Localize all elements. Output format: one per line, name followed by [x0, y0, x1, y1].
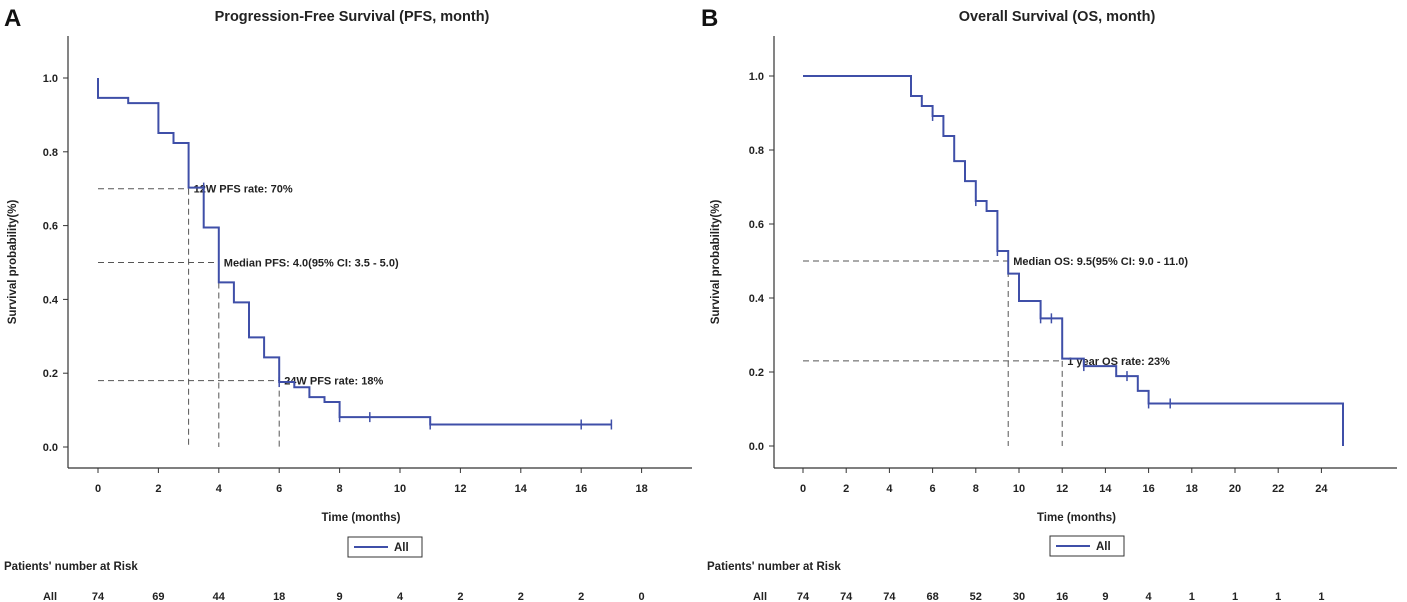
risk-value: 74 [797, 591, 810, 602]
risk-value: 2 [518, 591, 524, 602]
y-tick-label: 0.6 [43, 221, 58, 233]
reference-annotation: 1 year OS rate: 23% [1067, 356, 1170, 368]
x-tick-label: 20 [1229, 483, 1241, 495]
risk-value: 9 [1102, 591, 1108, 602]
reference-annotation: 24W PFS rate: 18% [284, 376, 383, 388]
legend-label: All [394, 542, 409, 554]
chart-title: Progression-Free Survival (PFS, month) [215, 9, 490, 25]
y-tick-label: 1.0 [749, 71, 764, 83]
x-tick-label: 0 [95, 483, 101, 495]
x-tick-label: 6 [930, 483, 936, 495]
risk-value: 1 [1318, 591, 1324, 602]
legend: All [347, 536, 423, 558]
risk-value: 69 [152, 591, 164, 602]
chart-panel-b: B Overall Survival (OS, month) 0.0 0.2 0.4 0.… [701, 5, 1397, 602]
risk-table-title: Patients' number at Risk [707, 561, 841, 573]
risk-value: 52 [970, 591, 982, 602]
risk-value: 18 [273, 591, 285, 602]
y-tick-label: 0.0 [749, 441, 764, 453]
chart-title: Overall Survival (OS, month) [959, 9, 1156, 25]
y-tick-label: 0.6 [749, 219, 764, 231]
risk-value: 1 [1232, 591, 1238, 602]
y-axis-label: Survival probability(%) [7, 200, 19, 325]
reference-annotation: Median OS: 9.5(95% CI: 9.0 - 11.0) [1013, 256, 1188, 268]
x-tick-label: 24 [1315, 483, 1328, 495]
x-tick-label: 6 [276, 483, 282, 495]
y-tick-label: 0.4 [43, 294, 59, 306]
risk-value: 4 [1146, 591, 1153, 602]
y-tick-label: 0.2 [749, 367, 764, 379]
reference-annotation: 12W PFS rate: 70% [194, 184, 293, 196]
y-tick-label: 0.2 [43, 368, 58, 380]
x-tick-label: 16 [1142, 483, 1154, 495]
chart-panel-a: A Progression-Free Survival (PFS, month) 0… [4, 5, 692, 602]
risk-value: 2 [578, 591, 584, 602]
x-tick-label: 2 [843, 483, 849, 495]
y-axis-label: Survival probability(%) [710, 200, 722, 325]
x-tick-label: 18 [1186, 483, 1198, 495]
x-axis-label: Time (months) [1037, 512, 1116, 524]
risk-value: 74 [883, 591, 896, 602]
risk-value: 16 [1056, 591, 1068, 602]
risk-value: 1 [1275, 591, 1281, 602]
risk-value: 2 [457, 591, 463, 602]
y-tick-label: 0.0 [43, 442, 58, 454]
x-tick-label: 10 [1013, 483, 1025, 495]
risk-value: 1 [1189, 591, 1195, 602]
x-tick-label: 2 [155, 483, 161, 495]
y-tick-label: 0.4 [749, 293, 765, 305]
x-tick-label: 8 [973, 483, 979, 495]
risk-value: 44 [213, 591, 226, 602]
survival-curve-all [803, 75, 1344, 446]
x-tick-label: 16 [575, 483, 587, 495]
risk-table-title: Patients' number at Risk [4, 561, 138, 573]
y-tick-label: 1.0 [43, 73, 58, 85]
legend-label: All [1096, 541, 1111, 553]
risk-value: 68 [926, 591, 938, 602]
risk-value: 74 [840, 591, 853, 602]
x-tick-label: 8 [337, 483, 343, 495]
survival-curve-all [97, 78, 612, 426]
panel-letter: A [4, 5, 21, 32]
x-axis-label: Time (months) [321, 512, 400, 524]
x-tick-label: 12 [1056, 483, 1068, 495]
x-tick-label: 18 [635, 483, 647, 495]
risk-row-label: All [753, 591, 767, 602]
x-tick-label: 14 [515, 483, 528, 495]
y-tick-label: 0.8 [43, 147, 58, 159]
reference-annotation: Median PFS: 4.0(95% CI: 3.5 - 5.0) [224, 258, 399, 270]
x-tick-label: 4 [886, 483, 893, 495]
risk-value: 0 [639, 591, 645, 602]
x-tick-label: 10 [394, 483, 406, 495]
x-tick-label: 12 [454, 483, 466, 495]
risk-value: 74 [92, 591, 105, 602]
risk-value: 9 [337, 591, 343, 602]
risk-row-label: All [43, 591, 57, 602]
panel-letter: B [701, 5, 718, 32]
x-tick-label: 4 [216, 483, 223, 495]
risk-value: 4 [397, 591, 404, 602]
legend: All [1049, 535, 1125, 557]
x-tick-label: 14 [1099, 483, 1112, 495]
x-tick-label: 0 [800, 483, 806, 495]
risk-value: 30 [1013, 591, 1025, 602]
x-tick-label: 22 [1272, 483, 1284, 495]
y-tick-label: 0.8 [749, 145, 764, 157]
